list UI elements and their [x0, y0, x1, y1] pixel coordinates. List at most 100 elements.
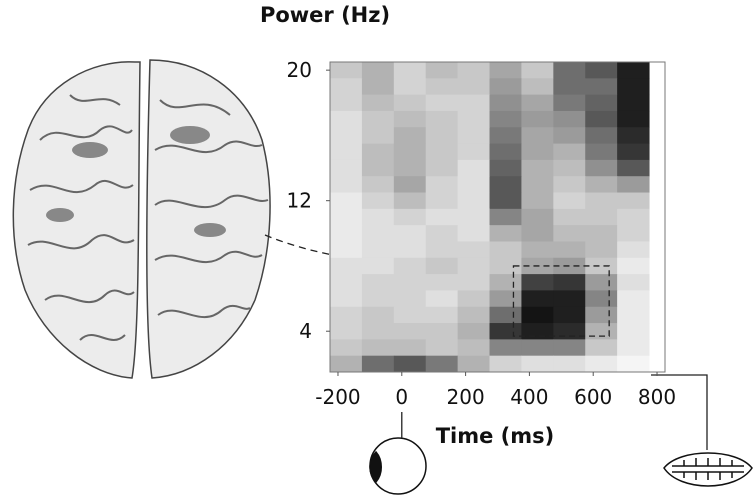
- heatmap-cell: [457, 241, 491, 259]
- heatmap-cell: [585, 339, 618, 357]
- heatmap-cell: [361, 306, 395, 324]
- brain-illustration: [12, 59, 271, 379]
- heatmap-cell: [585, 274, 618, 291]
- heatmap-cell: [425, 274, 459, 291]
- heatmap-cell: [425, 355, 459, 372]
- heatmap-cell: [585, 225, 618, 242]
- heatmap-cell: [361, 110, 395, 128]
- heatmap-cell: [457, 78, 491, 96]
- heatmap-cell: [489, 176, 522, 194]
- heatmap-cell: [425, 257, 459, 275]
- heatmap-cell: [553, 110, 586, 128]
- heatmap-cell: [457, 127, 491, 145]
- heatmap-cell: [330, 323, 363, 340]
- heatmap-cell: [457, 355, 491, 372]
- heatmap-cell: [361, 290, 395, 308]
- heatmap-cell: [330, 257, 363, 275]
- heatmap-cell: [457, 257, 491, 275]
- heatmap-cell: [585, 355, 618, 372]
- heatmap-cell: [521, 78, 554, 96]
- heatmap-cell: [521, 306, 554, 324]
- heatmap-cell: [553, 290, 586, 308]
- heatmap-cell: [425, 208, 459, 226]
- heatmap-cell: [521, 176, 554, 194]
- heatmap-cell: [521, 127, 554, 145]
- heatmap-cell: [457, 208, 491, 226]
- heatmap-cell: [617, 78, 650, 96]
- heatmap-cell: [425, 176, 459, 194]
- heatmap-cell: [425, 159, 459, 177]
- heatmap-cell: [617, 323, 650, 340]
- heatmap-cell: [393, 290, 427, 308]
- heatmap-cell: [489, 192, 522, 210]
- heatmap-cell: [521, 159, 554, 177]
- heatmap-cell: [393, 241, 427, 259]
- heatmap-cell: [617, 143, 650, 161]
- heatmap-cell: [425, 78, 459, 96]
- heatmap-cell: [585, 192, 618, 210]
- heatmap-cell: [617, 274, 650, 291]
- heatmap-cell: [521, 208, 554, 226]
- heatmap-cell: [489, 306, 522, 324]
- heatmap-cell: [330, 306, 363, 324]
- heatmap-cell: [489, 323, 522, 340]
- heatmap-cell: [489, 208, 522, 226]
- heatmap-cell: [617, 355, 650, 372]
- heatmap-cell: [585, 62, 618, 79]
- heatmap-cell: [617, 339, 650, 357]
- heatmap-cell: [553, 94, 586, 112]
- heatmap-cell: [330, 192, 363, 210]
- heatmap-cell: [553, 241, 586, 259]
- heatmap-cell: [553, 257, 586, 275]
- heatmap-cell: [553, 78, 586, 96]
- heatmap-cell: [393, 323, 427, 340]
- heatmap-cell: [361, 355, 395, 372]
- heatmap-cell: [425, 143, 459, 161]
- heatmap-cell: [393, 159, 427, 177]
- heatmap-cell: [330, 110, 363, 128]
- heatmap-cell: [393, 143, 427, 161]
- heatmap-cell: [393, 225, 427, 242]
- heatmap-cell: [457, 306, 491, 324]
- roi-box: [512, 265, 610, 337]
- heatmap-cell: [521, 339, 554, 357]
- heatmap-cell: [553, 274, 586, 291]
- x-tick-label: -200: [315, 385, 360, 409]
- heatmap-cell: [393, 78, 427, 96]
- heatmap-cell: [617, 127, 650, 145]
- heatmap-cell: [521, 274, 554, 291]
- heatmap-cell: [393, 306, 427, 324]
- heatmap-cell: [425, 323, 459, 340]
- heatmap-cell: [585, 323, 618, 340]
- heatmap-cell: [617, 241, 650, 259]
- x-tick-label: 0: [395, 385, 408, 409]
- heatmap-cell: [617, 192, 650, 210]
- heatmap-cell: [330, 241, 363, 259]
- heatmap-cell: [489, 159, 522, 177]
- heatmap-cell: [393, 110, 427, 128]
- heatmap-cell: [425, 62, 459, 79]
- heatmap-cell: [361, 208, 395, 226]
- heatmap-cell: [330, 176, 363, 194]
- heatmap-cell: [393, 274, 427, 291]
- heatmap-cell: [585, 127, 618, 145]
- y-tick-label: 4: [299, 319, 312, 343]
- heatmap-cell: [553, 306, 586, 324]
- heatmap-cell: [393, 176, 427, 194]
- heatmap-cell: [361, 192, 395, 210]
- heatmap-cell: [617, 208, 650, 226]
- heatmap-cell: [489, 290, 522, 308]
- heatmap-cell: [425, 306, 459, 324]
- heatmap-cell: [617, 306, 650, 324]
- heatmap: [330, 62, 650, 372]
- y-tick-label: 20: [287, 58, 312, 82]
- heatmap-cell: [457, 339, 491, 357]
- heatmap-cell: [553, 225, 586, 242]
- heatmap-cell: [361, 323, 395, 340]
- heatmap-cell: [553, 127, 586, 145]
- heatmap-cell: [585, 208, 618, 226]
- heatmap-cell: [617, 290, 650, 308]
- heatmap-cell: [361, 78, 395, 96]
- heatmap-cell: [361, 159, 395, 177]
- heatmap-cell: [489, 78, 522, 96]
